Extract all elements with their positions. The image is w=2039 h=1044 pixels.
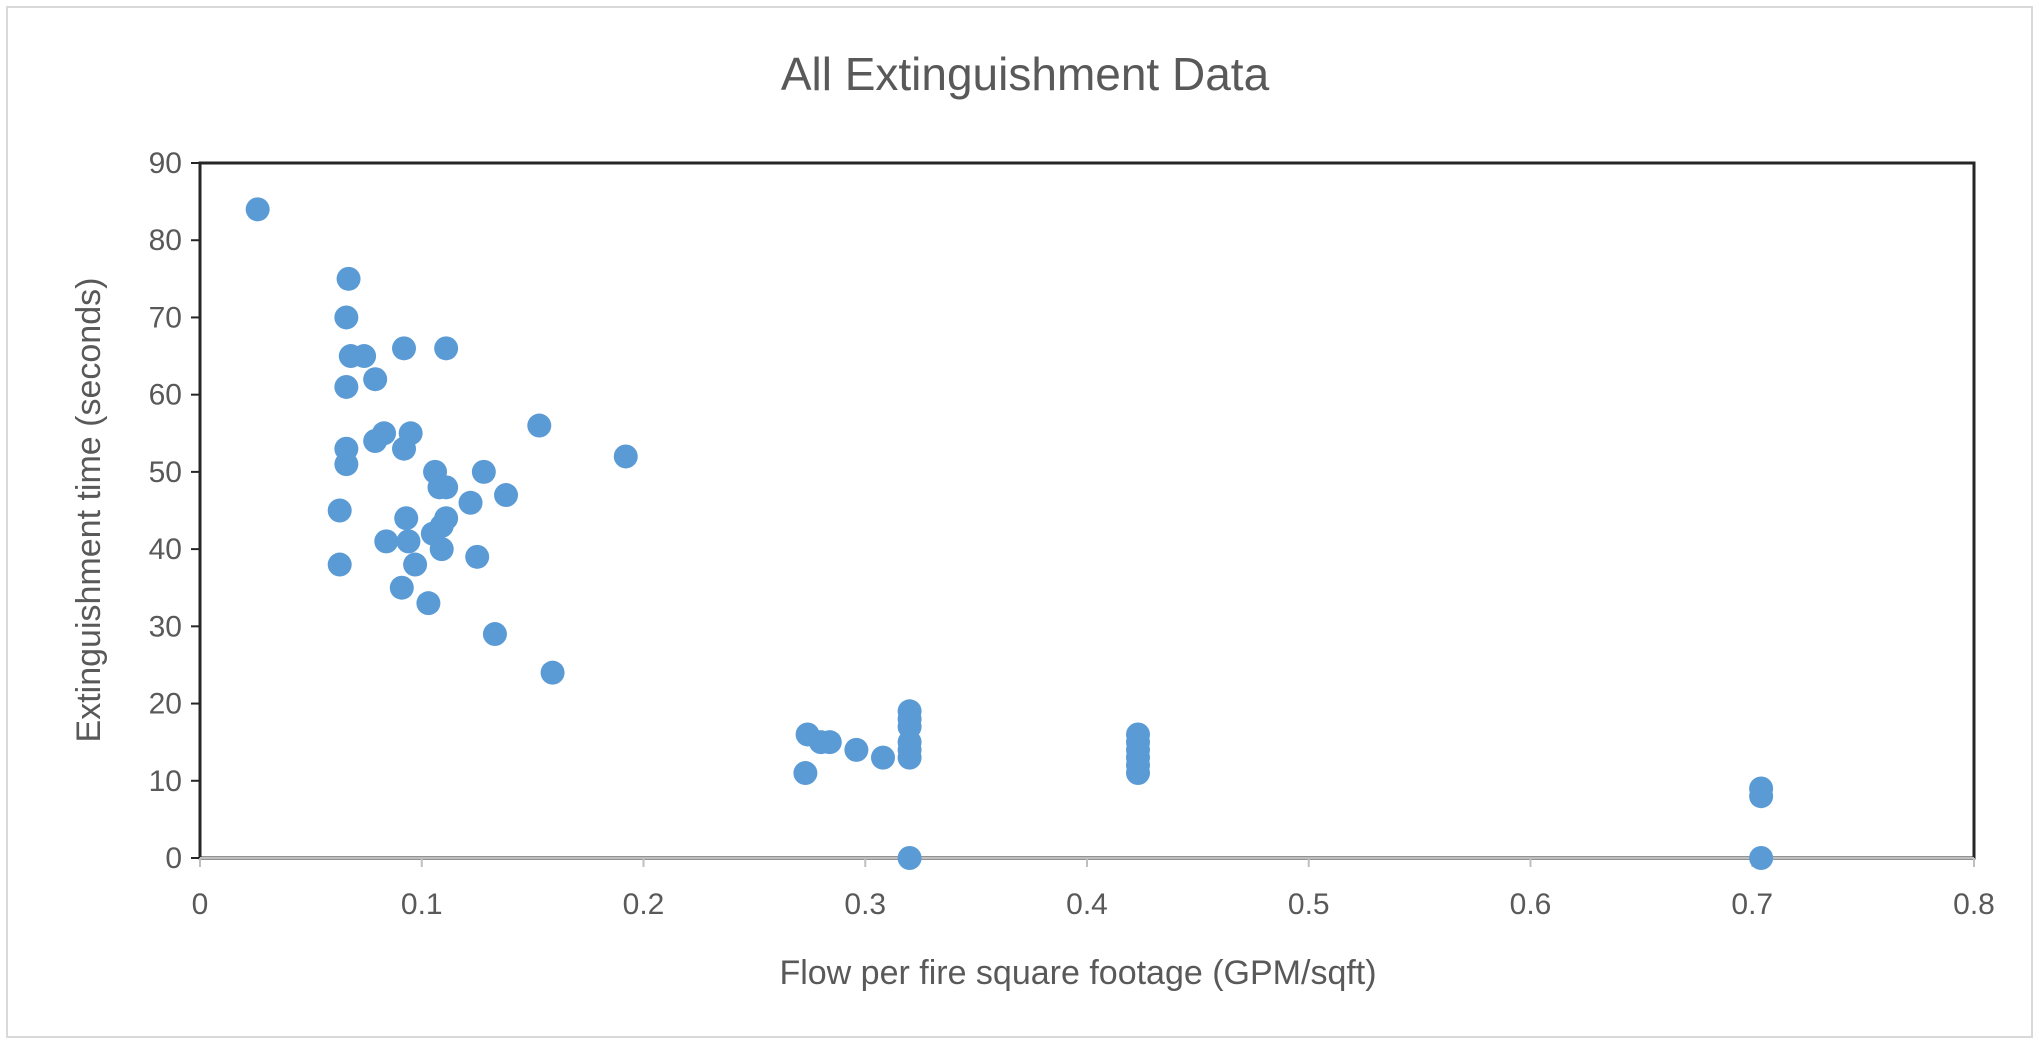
data-point: [389, 575, 414, 600]
data-point: [793, 761, 818, 786]
data-point: [352, 344, 377, 369]
y-tick-label: 80: [149, 224, 182, 257]
data-point: [434, 336, 459, 361]
data-point: [482, 622, 507, 647]
y-tick-label: 50: [149, 456, 182, 489]
data-point: [394, 506, 419, 531]
chart-frame: [6, 6, 2033, 1038]
data-point: [374, 529, 399, 554]
data-point: [434, 506, 459, 531]
data-point: [1749, 846, 1774, 870]
data-point: [540, 660, 565, 685]
data-point: [613, 444, 638, 469]
data-point: [398, 421, 423, 446]
data-point: [897, 846, 922, 870]
data-point: [844, 737, 869, 762]
data-point: [363, 367, 388, 392]
data-point: [458, 490, 483, 515]
y-tick-label: 20: [149, 688, 182, 721]
x-axis-ticks: 0 0.1 0.2 0.3 0.4 0.5 0.6 0.7 0.8: [192, 858, 1995, 921]
y-tick-label: 90: [149, 147, 182, 180]
x-tick-label: 0.2: [623, 888, 665, 921]
data-point: [396, 529, 421, 554]
y-axis-ticks: 0 10 20 30 40 50 60 70 80 90: [149, 147, 200, 875]
data-point: [527, 413, 552, 438]
data-point: [334, 374, 359, 399]
data-point: [471, 459, 496, 484]
x-tick-label: 0: [192, 888, 209, 921]
data-point: [336, 266, 361, 291]
x-tick-label: 0.1: [401, 888, 443, 921]
x-tick-label: 0.4: [1066, 888, 1108, 921]
x-tick-label: 0.7: [1731, 888, 1773, 921]
data-point: [372, 421, 397, 446]
data-point: [334, 305, 359, 330]
y-tick-label: 60: [149, 379, 182, 412]
y-tick-label: 30: [149, 610, 182, 643]
data-point: [434, 475, 459, 500]
data-point: [494, 483, 519, 508]
data-point: [392, 336, 417, 361]
data-point: [817, 730, 842, 755]
y-tick-label: 10: [149, 765, 182, 798]
x-axis-label: Flow per fire square footage (GPM/sqft): [779, 954, 1376, 992]
data-point: [897, 745, 922, 770]
y-tick-label: 40: [149, 533, 182, 566]
x-tick-label: 0.6: [1510, 888, 1552, 921]
x-tick-label: 0.3: [844, 888, 886, 921]
y-tick-label: 70: [149, 301, 182, 334]
data-point: [327, 552, 352, 577]
y-tick-label: 0: [165, 842, 182, 875]
data-point: [429, 537, 454, 562]
data-point: [870, 745, 895, 770]
data-point: [465, 544, 490, 569]
data-point: [1749, 784, 1774, 809]
data-point: [403, 552, 428, 577]
data-point: [1126, 761, 1151, 786]
data-point: [334, 452, 359, 477]
data-points: [245, 197, 1774, 870]
x-tick-label: 0.5: [1288, 888, 1330, 921]
y-axis-label: Extinguishment time (seconds): [70, 278, 108, 743]
chart-title: All Extinguishment Data: [781, 48, 1270, 100]
data-point: [245, 197, 270, 222]
x-tick-label: 0.8: [1953, 888, 1995, 921]
data-point: [416, 591, 441, 616]
data-point: [327, 498, 352, 523]
